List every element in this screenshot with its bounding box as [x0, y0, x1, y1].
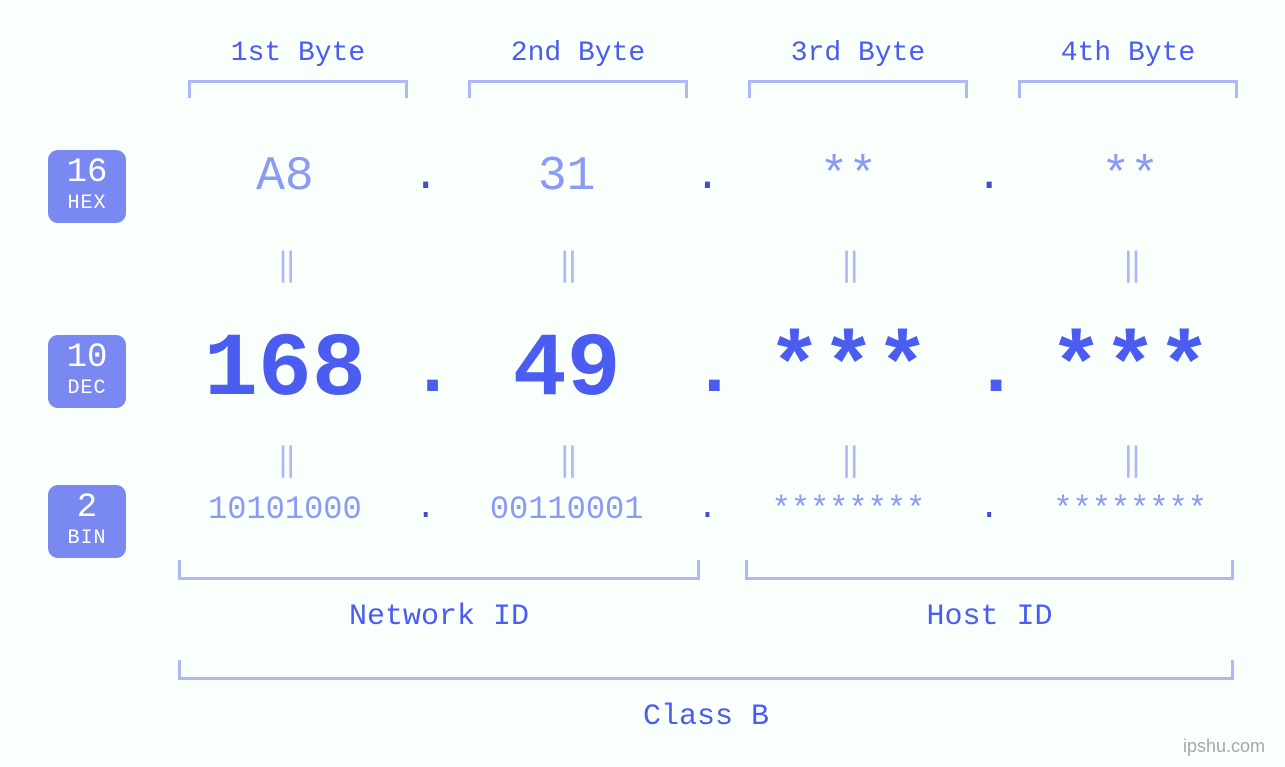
equals-icon: ‖: [1005, 440, 1255, 480]
dot-icon: .: [410, 328, 442, 414]
dot-icon: .: [410, 490, 442, 528]
base-badge-bin-num: 2: [48, 491, 126, 525]
equals-icon: ‖: [724, 245, 974, 285]
hex-byte-4: **: [1005, 150, 1255, 204]
dot-icon: .: [692, 328, 724, 414]
dec-row: 168 . 49 . *** . ***: [160, 320, 1255, 422]
equals-icon: ‖: [442, 245, 692, 285]
equals-icon: ‖: [160, 440, 410, 480]
base-badge-hex: 16 HEX: [48, 150, 126, 223]
base-badge-dec-label: DEC: [48, 377, 126, 400]
dot-icon: .: [973, 152, 1005, 202]
label-class: Class B: [178, 700, 1234, 734]
dot-icon: .: [692, 490, 724, 528]
bin-row: 10101000 . 00110001 . ******** . *******…: [160, 490, 1255, 528]
bracket-byte-3: [748, 80, 968, 98]
bin-byte-3: ********: [724, 491, 974, 528]
watermark: ipshu.com: [1183, 736, 1265, 757]
base-badge-bin: 2 BIN: [48, 485, 126, 558]
bracket-network-id: [178, 560, 700, 580]
base-badge-hex-label: HEX: [48, 192, 126, 215]
hex-row: A8 . 31 . ** . **: [160, 150, 1255, 204]
hex-byte-2: 31: [442, 150, 692, 204]
bin-byte-2: 00110001: [442, 491, 692, 528]
equals-icon: ‖: [724, 440, 974, 480]
base-badge-bin-label: BIN: [48, 527, 126, 550]
dot-icon: .: [692, 152, 724, 202]
equals-icon: ‖: [160, 245, 410, 285]
dec-byte-4: ***: [1005, 320, 1255, 422]
dec-byte-3: ***: [724, 320, 974, 422]
equals-row-hex-dec: ‖ ‖ ‖ ‖: [160, 245, 1255, 285]
base-badge-dec: 10 DEC: [48, 335, 126, 408]
dec-byte-1: 168: [160, 320, 410, 422]
label-network-id: Network ID: [178, 600, 700, 634]
bin-byte-1: 10101000: [160, 491, 410, 528]
bracket-byte-4: [1018, 80, 1238, 98]
hex-byte-1: A8: [160, 150, 410, 204]
base-badge-hex-num: 16: [48, 156, 126, 190]
bracket-byte-1: [188, 80, 408, 98]
equals-icon: ‖: [442, 440, 692, 480]
bracket-byte-2: [468, 80, 688, 98]
byte-header-4: 4th Byte: [1018, 38, 1238, 69]
equals-icon: ‖: [1005, 245, 1255, 285]
label-host-id: Host ID: [745, 600, 1234, 634]
dot-icon: .: [410, 152, 442, 202]
dot-icon: .: [973, 490, 1005, 528]
byte-header-3: 3rd Byte: [748, 38, 968, 69]
byte-header-2: 2nd Byte: [468, 38, 688, 69]
equals-row-dec-bin: ‖ ‖ ‖ ‖: [160, 440, 1255, 480]
bin-byte-4: ********: [1005, 491, 1255, 528]
dec-byte-2: 49: [442, 320, 692, 422]
dot-icon: .: [973, 328, 1005, 414]
bracket-class: [178, 660, 1234, 680]
byte-header-1: 1st Byte: [188, 38, 408, 69]
hex-byte-3: **: [724, 150, 974, 204]
base-badge-dec-num: 10: [48, 341, 126, 375]
bracket-host-id: [745, 560, 1234, 580]
